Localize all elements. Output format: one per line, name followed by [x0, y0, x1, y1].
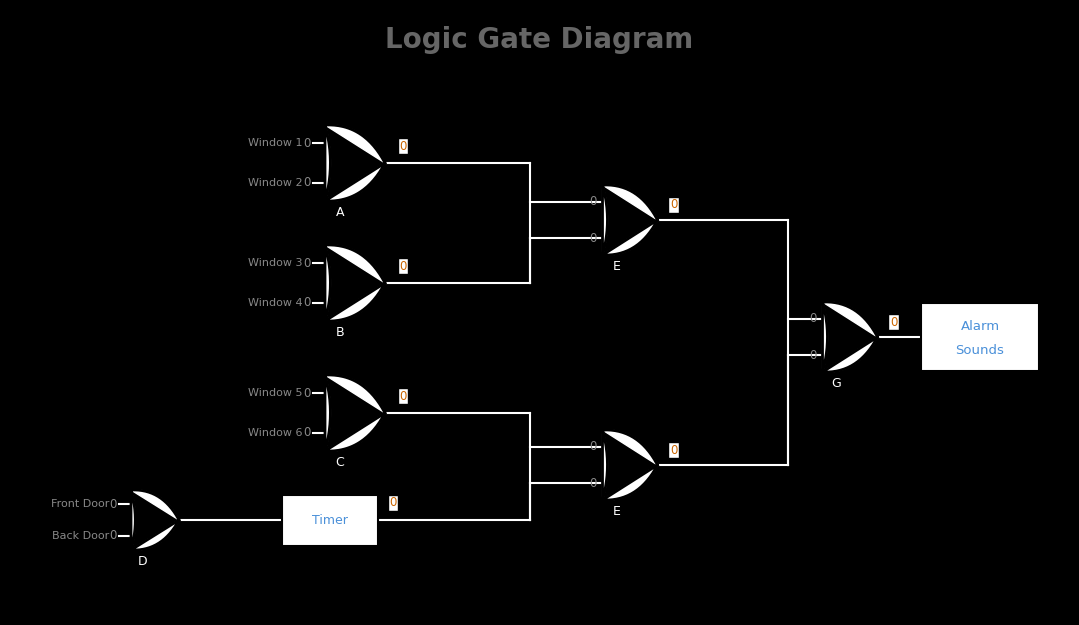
Text: Front Door: Front Door — [51, 499, 109, 509]
Text: D: D — [138, 555, 148, 568]
Text: 0: 0 — [303, 176, 311, 189]
Text: 0: 0 — [399, 139, 407, 152]
Text: 0: 0 — [110, 498, 117, 511]
Polygon shape — [131, 490, 179, 550]
Text: Timer: Timer — [312, 514, 347, 526]
Text: Window 4: Window 4 — [248, 298, 303, 308]
Text: 0: 0 — [589, 232, 597, 245]
Text: 0: 0 — [110, 529, 117, 542]
Text: Window 1: Window 1 — [248, 138, 303, 148]
Polygon shape — [602, 430, 657, 500]
Text: 0: 0 — [303, 426, 311, 439]
Polygon shape — [325, 375, 385, 451]
Text: Window 2: Window 2 — [248, 177, 303, 187]
Text: 0: 0 — [303, 387, 311, 400]
Text: E: E — [612, 505, 620, 518]
Polygon shape — [325, 245, 385, 321]
FancyBboxPatch shape — [282, 494, 378, 546]
Text: B: B — [336, 326, 344, 339]
Polygon shape — [602, 185, 657, 255]
Text: A: A — [336, 206, 344, 219]
Text: Logic Gate Diagram: Logic Gate Diagram — [385, 26, 694, 54]
Text: Window 6: Window 6 — [248, 428, 303, 438]
Text: Back Door: Back Door — [52, 531, 109, 541]
Text: 0: 0 — [589, 477, 597, 490]
Text: C: C — [336, 456, 344, 469]
Text: Window 3: Window 3 — [248, 258, 303, 268]
Text: 0: 0 — [670, 444, 678, 456]
Text: 0: 0 — [809, 312, 817, 325]
Text: 0: 0 — [809, 349, 817, 362]
Text: Window 5: Window 5 — [248, 388, 303, 398]
Text: 0: 0 — [589, 195, 597, 208]
Text: 0: 0 — [589, 440, 597, 453]
Polygon shape — [325, 125, 385, 201]
Text: E: E — [612, 260, 620, 273]
Text: 0: 0 — [670, 199, 678, 211]
Text: G: G — [832, 377, 842, 390]
Text: 0: 0 — [303, 257, 311, 270]
Text: 0: 0 — [390, 496, 397, 509]
Text: 0: 0 — [303, 137, 311, 150]
FancyBboxPatch shape — [921, 303, 1039, 371]
Text: 0: 0 — [399, 389, 407, 402]
Text: Sounds: Sounds — [956, 344, 1005, 357]
Text: 0: 0 — [303, 296, 311, 309]
Text: 0: 0 — [399, 259, 407, 272]
Polygon shape — [822, 302, 877, 372]
Text: Alarm: Alarm — [960, 321, 999, 334]
Text: 0: 0 — [890, 316, 897, 329]
